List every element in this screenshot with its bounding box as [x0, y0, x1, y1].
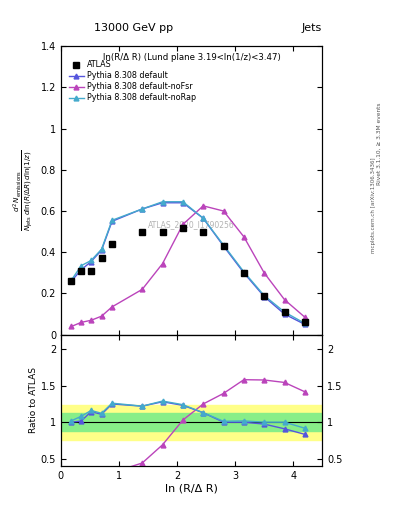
ATLAS	[160, 228, 165, 234]
Pythia 8.308 default-noRap	[221, 242, 226, 248]
Pythia 8.308 default	[89, 259, 94, 265]
Pythia 8.308 default-noFsr	[110, 304, 114, 310]
ATLAS	[99, 255, 104, 262]
Text: 13000 GeV pp: 13000 GeV pp	[94, 23, 173, 33]
Pythia 8.308 default	[262, 293, 266, 300]
Line: Pythia 8.308 default: Pythia 8.308 default	[69, 200, 307, 327]
Pythia 8.308 default-noRap	[241, 269, 246, 275]
Pythia 8.308 default	[160, 200, 165, 206]
ATLAS	[303, 319, 307, 326]
Pythia 8.308 default-noFsr	[282, 296, 287, 303]
Pythia 8.308 default	[99, 247, 104, 253]
Pythia 8.308 default-noRap	[110, 217, 114, 223]
Y-axis label: Ratio to ATLAS: Ratio to ATLAS	[29, 367, 38, 433]
ATLAS	[180, 224, 185, 230]
Pythia 8.308 default-noRap	[262, 292, 266, 298]
Pythia 8.308 default	[241, 270, 246, 276]
Pythia 8.308 default	[180, 200, 185, 206]
Pythia 8.308 default-noRap	[89, 258, 94, 264]
ATLAS	[89, 268, 94, 274]
Pythia 8.308 default-noRap	[79, 263, 84, 269]
Pythia 8.308 default	[79, 267, 84, 273]
Pythia 8.308 default	[69, 278, 74, 284]
Y-axis label: $\frac{d^2\,N_\mathrm{emissions}}{N_\mathrm{jets}\,d\ln(R/\Delta R)\,d\ln(1/z)}$: $\frac{d^2\,N_\mathrm{emissions}}{N_\mat…	[12, 150, 35, 231]
Pythia 8.308 default	[303, 322, 307, 328]
Pythia 8.308 default-noFsr	[160, 261, 165, 267]
Pythia 8.308 default-noRap	[99, 246, 104, 252]
Text: ln(R/Δ R) (Lund plane 3.19<ln(1/z)<3.47): ln(R/Δ R) (Lund plane 3.19<ln(1/z)<3.47)	[103, 53, 281, 62]
Line: ATLAS: ATLAS	[69, 225, 308, 325]
Pythia 8.308 default-noFsr	[69, 324, 74, 330]
Pythia 8.308 default	[140, 206, 145, 212]
Text: Jets: Jets	[302, 23, 322, 33]
Line: Pythia 8.308 default-noFsr: Pythia 8.308 default-noFsr	[69, 203, 307, 329]
Pythia 8.308 default-noRap	[282, 309, 287, 315]
ATLAS	[140, 228, 145, 234]
Pythia 8.308 default-noFsr	[180, 221, 185, 227]
Pythia 8.308 default-noFsr	[241, 233, 246, 240]
Pythia 8.308 default-noRap	[201, 215, 206, 221]
Pythia 8.308 default-noFsr	[99, 313, 104, 319]
ATLAS	[262, 292, 266, 298]
Legend: ATLAS, Pythia 8.308 default, Pythia 8.308 default-noFsr, Pythia 8.308 default-no: ATLAS, Pythia 8.308 default, Pythia 8.30…	[68, 59, 198, 104]
Pythia 8.308 default	[282, 311, 287, 317]
Pythia 8.308 default	[201, 215, 206, 221]
Pythia 8.308 default-noFsr	[140, 286, 145, 292]
Text: Rivet 3.1.10, ≥ 3.3M events: Rivet 3.1.10, ≥ 3.3M events	[377, 102, 382, 185]
ATLAS	[282, 309, 287, 315]
ATLAS	[221, 243, 226, 249]
Pythia 8.308 default-noFsr	[262, 270, 266, 276]
Pythia 8.308 default-noFsr	[79, 319, 84, 326]
Pythia 8.308 default	[110, 218, 114, 224]
Line: Pythia 8.308 default-noRap: Pythia 8.308 default-noRap	[69, 199, 307, 326]
Pythia 8.308 default-noRap	[303, 321, 307, 327]
X-axis label: ln (R/Δ R): ln (R/Δ R)	[165, 483, 218, 494]
ATLAS	[241, 270, 246, 276]
ATLAS	[110, 241, 114, 247]
Pythia 8.308 default-noRap	[140, 206, 145, 212]
Pythia 8.308 default-noFsr	[221, 208, 226, 214]
Text: mcplots.cern.ch [arXiv:1306.3436]: mcplots.cern.ch [arXiv:1306.3436]	[371, 157, 376, 252]
Pythia 8.308 default-noFsr	[303, 314, 307, 321]
Pythia 8.308 default-noFsr	[89, 317, 94, 324]
Pythia 8.308 default-noFsr	[201, 203, 206, 209]
ATLAS	[201, 228, 206, 234]
Text: ATLAS_2020_I1790256: ATLAS_2020_I1790256	[148, 221, 235, 229]
ATLAS	[79, 268, 84, 274]
Pythia 8.308 default-noRap	[69, 277, 74, 283]
Pythia 8.308 default-noRap	[180, 199, 185, 205]
Pythia 8.308 default	[221, 243, 226, 249]
Pythia 8.308 default-noRap	[160, 199, 165, 205]
ATLAS	[69, 278, 74, 284]
